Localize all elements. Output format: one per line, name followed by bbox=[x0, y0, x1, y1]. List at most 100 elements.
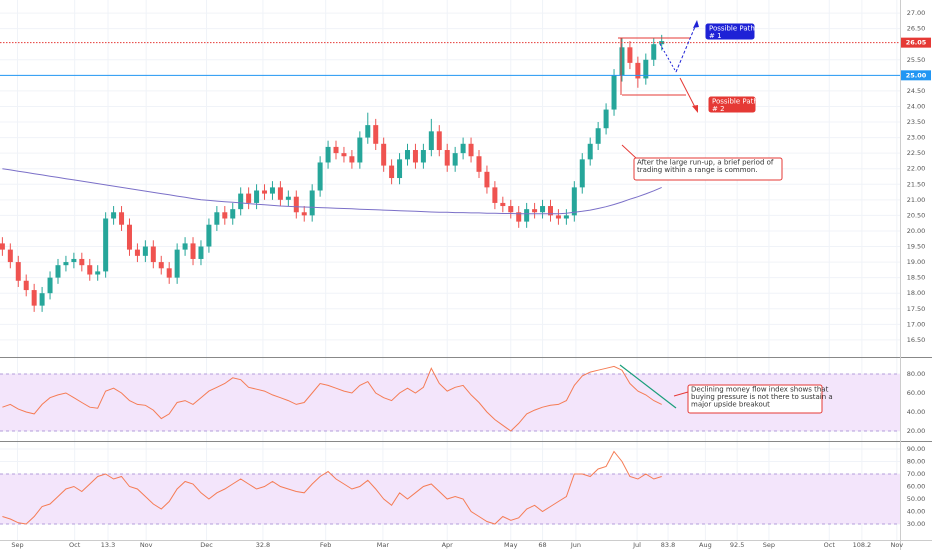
candle-body bbox=[381, 143, 387, 166]
y-tick-label: 25.50 bbox=[907, 56, 926, 64]
candle-body bbox=[166, 268, 172, 278]
candle-body bbox=[142, 246, 148, 256]
x-tick-label: Jun bbox=[570, 541, 581, 549]
candle-body bbox=[563, 215, 569, 219]
note-text: trading within a range is common. bbox=[637, 166, 758, 174]
drawings bbox=[618, 20, 699, 409]
candle-body bbox=[301, 212, 307, 216]
candle-body bbox=[158, 262, 164, 269]
candle-body bbox=[309, 190, 315, 216]
candle-body bbox=[79, 258, 85, 266]
candle-body bbox=[651, 44, 657, 60]
moving-average bbox=[2, 168, 662, 215]
y-tick-label: 18.00 bbox=[907, 289, 926, 297]
candle-body bbox=[405, 150, 411, 160]
candle-body bbox=[389, 165, 395, 179]
note: After the large run-up, a brief period o… bbox=[633, 157, 783, 181]
candle-body bbox=[643, 59, 649, 79]
y-tick-label: 90.00 bbox=[907, 445, 926, 453]
labels: Sep Oct 13.3 Nov Dec 32.8 Feb Mar Apr May 68 Jun Jul… bbox=[11, 9, 931, 549]
x-tick-label: Nov bbox=[890, 541, 903, 549]
candle-body bbox=[262, 190, 268, 194]
x-tick-label: 108.2 bbox=[853, 541, 872, 549]
candle-body bbox=[365, 125, 371, 138]
candle-body bbox=[555, 215, 561, 219]
candle-body bbox=[254, 190, 260, 203]
note-connector bbox=[673, 391, 689, 397]
price-level-box bbox=[901, 70, 931, 81]
candle-body bbox=[269, 187, 275, 194]
y-tick-label: 80.00 bbox=[907, 370, 926, 378]
y-tick-label: 70.00 bbox=[907, 470, 926, 478]
x-tick-label: Nov bbox=[140, 541, 153, 549]
candle-body bbox=[174, 249, 180, 278]
x-tick-label: 13.3 bbox=[101, 541, 115, 549]
candle-body bbox=[47, 277, 53, 294]
y-tick-label: 22.50 bbox=[907, 149, 926, 157]
candle-body bbox=[532, 209, 538, 213]
candle-body bbox=[476, 156, 482, 172]
trend-line bbox=[619, 364, 677, 409]
candle-body bbox=[516, 212, 522, 222]
y-tick-label: 17.00 bbox=[907, 320, 926, 328]
candle-body bbox=[492, 187, 498, 203]
x-tick-label: Sep bbox=[763, 541, 775, 549]
candle-body bbox=[198, 246, 204, 259]
candle-body bbox=[119, 212, 125, 225]
candle-body bbox=[587, 143, 593, 160]
candle-body bbox=[293, 196, 299, 213]
candle-body bbox=[285, 196, 291, 200]
candle-body bbox=[373, 125, 379, 144]
candle-body bbox=[547, 206, 553, 216]
note-text: After the large run-up, a brief period o… bbox=[637, 159, 774, 167]
y-tick-label: 80.00 bbox=[907, 458, 926, 466]
candle-body bbox=[659, 41, 665, 45]
candle-body bbox=[182, 243, 188, 250]
y-tick-label: 20.00 bbox=[907, 427, 926, 435]
x-tick-label: Feb bbox=[320, 541, 332, 549]
candle-body bbox=[524, 209, 530, 222]
candle-body bbox=[540, 206, 546, 213]
note-box bbox=[687, 384, 823, 414]
candle-body bbox=[420, 150, 426, 163]
candle-body bbox=[246, 193, 252, 203]
x-tick-label: 92.5 bbox=[730, 541, 744, 549]
candle-body bbox=[635, 62, 641, 79]
y-tick-label: 26.50 bbox=[907, 25, 926, 33]
y-tick-label: 30.00 bbox=[907, 520, 926, 528]
candle-body bbox=[63, 262, 69, 266]
candle-body bbox=[397, 159, 403, 179]
x-tick-label: 68 bbox=[538, 541, 546, 549]
x-tick-label: Aug bbox=[699, 541, 712, 549]
candle-body bbox=[508, 206, 514, 213]
price-level-box bbox=[901, 37, 931, 48]
note-text: buying pressure is not there to sustain … bbox=[691, 393, 833, 401]
arrow-head bbox=[693, 20, 699, 28]
y-tick-label: 24.00 bbox=[907, 102, 926, 110]
candle-body bbox=[277, 187, 283, 200]
note-box bbox=[633, 157, 783, 181]
arrow-head bbox=[692, 105, 698, 113]
candle-body bbox=[595, 128, 601, 144]
y-tick-label: 22.00 bbox=[907, 165, 926, 173]
y-tick-label: 19.00 bbox=[907, 258, 926, 266]
candle-body bbox=[126, 224, 132, 250]
candle-body bbox=[357, 137, 363, 163]
x-tick-label: Jul bbox=[632, 541, 641, 549]
price-level-label: 25.00 bbox=[906, 71, 927, 79]
candle-body bbox=[484, 171, 490, 188]
candle-body bbox=[238, 193, 244, 210]
candle-body bbox=[603, 109, 609, 129]
y-tick-label: 27.00 bbox=[907, 9, 926, 17]
x-tick-label: Dec bbox=[200, 541, 213, 549]
y-tick-label: 18.50 bbox=[907, 274, 926, 282]
candle-body bbox=[15, 262, 21, 281]
candle-body bbox=[95, 271, 101, 275]
candle-body bbox=[611, 75, 617, 110]
note-text: # 1 bbox=[709, 32, 722, 40]
candle-body bbox=[428, 131, 434, 151]
candle-body bbox=[349, 156, 355, 163]
candle-body bbox=[134, 249, 140, 256]
note: Possible Path# 2 bbox=[708, 96, 758, 113]
